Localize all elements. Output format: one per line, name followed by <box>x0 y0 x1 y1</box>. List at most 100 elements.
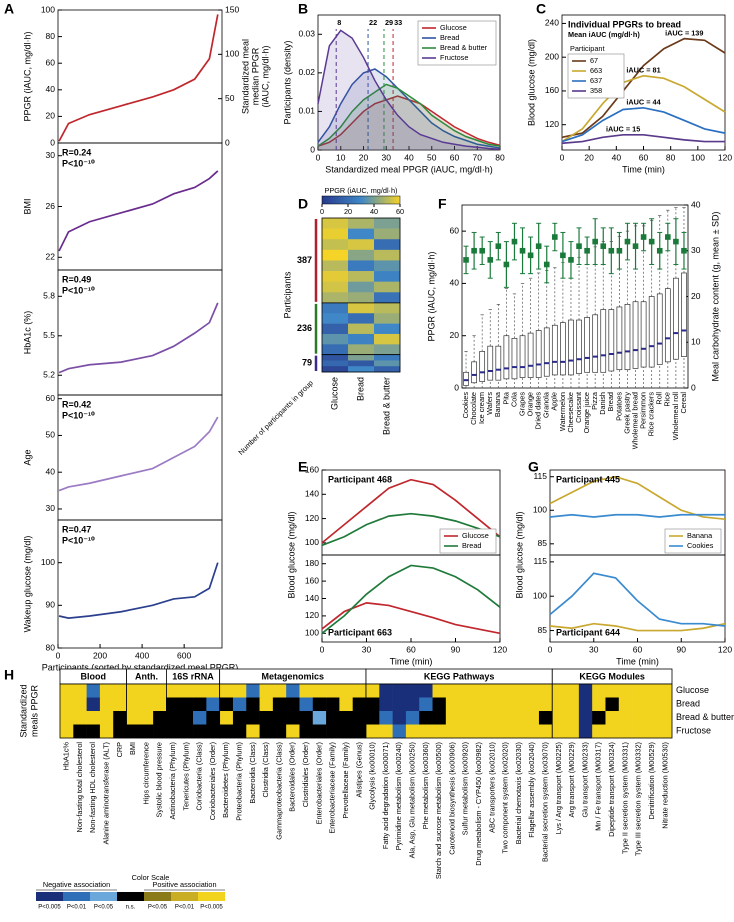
heat-cell <box>658 697 673 712</box>
heat-cell <box>326 684 340 698</box>
colorscale-label: P<0.05 <box>94 905 114 911</box>
annotation: P<10⁻¹⁰ <box>62 285 95 295</box>
group-header-label: KEGG Pathways <box>424 671 495 681</box>
heat-cell <box>326 711 340 725</box>
column-label: HbA1c% <box>62 741 71 770</box>
carb-mean <box>665 234 671 240</box>
heat-cell <box>445 697 460 712</box>
box <box>471 361 477 384</box>
heat-cell <box>60 684 74 698</box>
heat-cell <box>374 260 401 272</box>
heat-cell <box>374 323 401 335</box>
column-label: ABC transporters (ko02010) <box>487 742 496 833</box>
box <box>479 351 486 382</box>
series-line <box>321 478 501 544</box>
annotation: P<10⁻¹⁰ <box>62 410 95 420</box>
x-tick-label: 60 <box>633 644 643 654</box>
column-label: Lys / Arg transport (M00225) <box>554 742 563 834</box>
colorscale-label: P<0.005 <box>200 905 223 911</box>
heat-cell <box>485 724 500 739</box>
box <box>487 345 494 381</box>
heat-cell <box>286 711 300 725</box>
heat-cell <box>113 711 127 725</box>
y-tick-label: 40 <box>46 466 56 476</box>
colorscale-label: n.s. <box>126 905 136 911</box>
heat-cell <box>645 724 659 739</box>
heat-cell <box>592 711 606 725</box>
x-tick-label: Apple <box>550 392 559 411</box>
heat-cell <box>605 697 620 712</box>
column-label: Actinobacteria (Phylum) <box>168 742 177 819</box>
y2-tick-label: 0 <box>225 137 230 147</box>
panel-letter: G <box>528 459 539 475</box>
series-line <box>561 37 726 139</box>
density-area <box>318 69 500 150</box>
box <box>519 335 526 378</box>
series-line <box>549 572 726 627</box>
heat-cell <box>658 684 673 698</box>
column-label: Systolic blood pressure <box>155 742 164 817</box>
annotation: R=0.42 <box>62 399 91 409</box>
x-axis-label: Time (min) <box>616 656 659 666</box>
column-label: BMI <box>128 742 137 755</box>
carb-mean <box>543 261 550 268</box>
series-label: iAUC = 44 <box>626 98 661 107</box>
heat-cell <box>322 281 349 293</box>
heat-cell <box>73 711 87 725</box>
carb-mean <box>576 243 582 249</box>
y-tick-label: 85 <box>538 625 548 635</box>
carb-mean <box>640 234 647 240</box>
y-tick-label: 5.8 <box>43 291 55 301</box>
y-tick-label: 60 <box>46 393 56 403</box>
carb-mean <box>535 243 542 249</box>
y-tick-label: 120 <box>545 119 559 129</box>
heat-cell <box>126 711 141 725</box>
heat-cell <box>99 711 114 725</box>
heat-cell <box>459 711 473 725</box>
heat-cell <box>193 724 207 739</box>
column-label: Two component system (ko02020) <box>501 742 510 854</box>
heat-cell <box>632 684 646 698</box>
heat-cell <box>126 697 141 712</box>
y-tick-label: 40 <box>450 278 460 288</box>
group-header-label: KEGG Modules <box>579 671 645 681</box>
series-line <box>58 416 219 492</box>
group-label: 236 <box>297 323 312 333</box>
box <box>640 301 647 368</box>
group-frame <box>551 683 673 739</box>
carb-mean <box>600 243 607 249</box>
column-label: Dipeptide transport (M00324) <box>607 742 616 837</box>
median-label: 22 <box>369 18 377 27</box>
y-tick-label: 0.01 <box>298 106 315 116</box>
y-tick-label: 26 <box>46 201 56 211</box>
row-label: Glucose <box>676 685 709 695</box>
colorscale-swatch <box>198 892 225 901</box>
x-tick-label: 60 <box>450 152 460 162</box>
colorscale-swatch <box>63 892 90 901</box>
x-tick-label: 200 <box>93 650 107 660</box>
x-axis-label: Standardized meal PPGR (iAUC, mg/dl·h) <box>325 164 493 174</box>
series-line <box>58 562 219 619</box>
heat-cell <box>348 333 375 345</box>
heat-cell <box>153 711 167 725</box>
heat-cell <box>86 697 101 712</box>
heat-cell <box>193 711 207 725</box>
heat-cell <box>366 697 380 712</box>
carb-mean <box>592 238 598 245</box>
heat-cell <box>538 697 553 712</box>
y-axis-label: PPGR (iAUC, mg/dl·h) <box>426 251 436 341</box>
panel-letter: B <box>298 1 308 17</box>
panel-letter: E <box>298 459 307 475</box>
heat-cell <box>445 711 460 725</box>
heat-cell <box>99 684 114 698</box>
heat-cell <box>312 711 327 725</box>
series-line <box>58 302 219 374</box>
heat-cell <box>193 697 207 712</box>
panel-letter: A <box>4 1 14 17</box>
y-axis-label: Blood glucose (mg/dl) <box>514 511 524 598</box>
heat-cell <box>348 366 375 373</box>
column-label: Non-fasting HDL cholesterol <box>88 742 97 833</box>
heat-cell <box>512 724 526 739</box>
heat-cell <box>352 697 367 712</box>
series-line <box>561 106 726 143</box>
